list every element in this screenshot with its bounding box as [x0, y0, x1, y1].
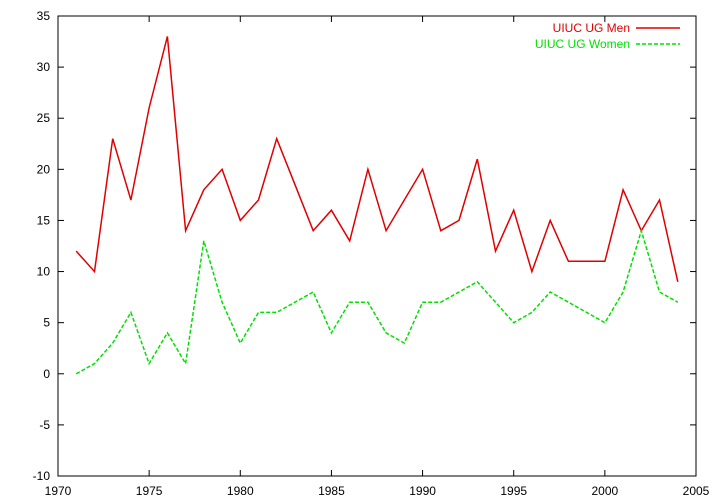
x-tick-label: 1990: [409, 484, 436, 498]
plot-frame: [57, 15, 697, 477]
legend: UIUC UG Men UIUC UG Women: [535, 21, 680, 51]
x-tick-label: 2005: [683, 484, 710, 498]
x-tick-label: 1975: [136, 484, 163, 498]
legend-label: UIUC UG Men: [553, 21, 630, 35]
y-tick-label: 5: [43, 316, 50, 330]
x-tick-label: 1970: [45, 484, 72, 498]
y-tick-label: 20: [37, 162, 51, 176]
y-tick-label: 15: [37, 213, 51, 227]
y-tick-label: 35: [37, 9, 51, 23]
y-tick-label: -5: [39, 418, 50, 432]
y-tick-label: 10: [37, 265, 51, 279]
x-tick-label: 1995: [500, 484, 527, 498]
x-tick-label: 1985: [318, 484, 345, 498]
series-line-1: [75, 228, 679, 375]
y-tick-label: 0: [43, 367, 50, 381]
x-tick-label: 2000: [592, 484, 619, 498]
y-tick-label: -10: [33, 469, 51, 483]
x-tick-label: 1980: [227, 484, 254, 498]
tick-layer: 1970 1975 1980 1985 1990 1995 2000 2005 -10 -5 0 5 1…: [33, 9, 710, 498]
legend-label: UIUC UG Women: [535, 37, 630, 51]
y-tick-label: 25: [37, 111, 51, 125]
series-line-0: [75, 36, 679, 282]
series-layer: [75, 36, 679, 375]
y-tick-label: 30: [37, 60, 51, 74]
